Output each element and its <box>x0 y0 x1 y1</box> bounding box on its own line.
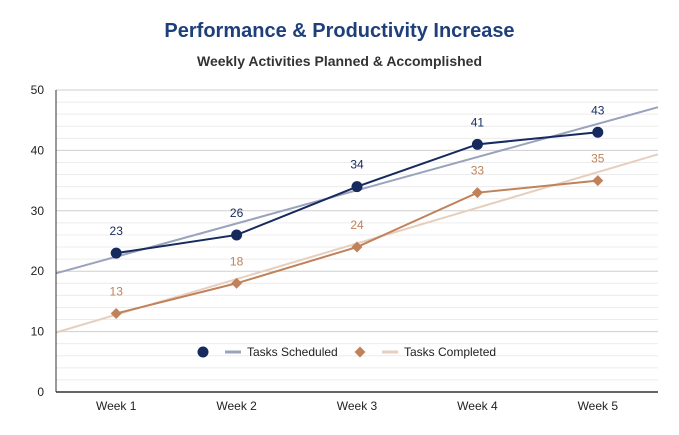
x-tick-label: Week 2 <box>216 399 257 413</box>
data-point <box>592 126 604 138</box>
axes: 0 10 20 30 40 50 Week 1 Week 2 Week 3 Week 4 Week … <box>31 83 658 413</box>
data-label: 18 <box>230 254 244 268</box>
x-tick-label: Week 3 <box>337 399 378 413</box>
legend-marker <box>197 346 209 358</box>
y-tick-label: 20 <box>31 264 45 278</box>
data-point <box>110 247 122 259</box>
data-label: 23 <box>110 224 124 238</box>
legend-label: Tasks Scheduled <box>247 345 338 359</box>
data-label: 34 <box>350 158 364 172</box>
data-label: 43 <box>591 103 605 117</box>
data-point <box>351 241 363 253</box>
data-label: 24 <box>350 218 364 232</box>
data-point <box>471 187 483 199</box>
data-point <box>592 175 604 187</box>
x-tick-label: Week 4 <box>457 399 498 413</box>
y-tick-label: 40 <box>31 143 45 157</box>
data-label: 33 <box>471 164 485 178</box>
data-labels: 23 26 34 41 43 13 18 24 33 35 <box>110 103 605 298</box>
data-point <box>231 277 243 289</box>
y-tick-label: 0 <box>37 385 44 399</box>
x-tick-label: Week 1 <box>96 399 137 413</box>
data-label: 13 <box>110 284 124 298</box>
data-point <box>351 181 363 193</box>
data-label: 35 <box>591 152 605 166</box>
y-tick-label: 10 <box>31 325 45 339</box>
data-label: 26 <box>230 206 244 220</box>
gridlines <box>56 89 658 381</box>
legend: Tasks Scheduled Tasks Completed <box>197 345 496 359</box>
data-markers <box>110 126 604 319</box>
legend-marker <box>354 346 366 358</box>
chart-title: Performance & Productivity Increase <box>164 20 515 42</box>
data-point <box>471 138 483 150</box>
data-point <box>110 307 122 319</box>
y-tick-label: 30 <box>31 204 45 218</box>
data-point <box>231 229 243 241</box>
x-tick-label: Week 5 <box>578 399 619 413</box>
chart-subtitle: Weekly Activities Planned & Accomplished <box>196 53 483 69</box>
legend-label: Tasks Completed <box>404 345 496 359</box>
data-label: 41 <box>471 115 485 129</box>
y-tick-label: 50 <box>31 83 45 97</box>
